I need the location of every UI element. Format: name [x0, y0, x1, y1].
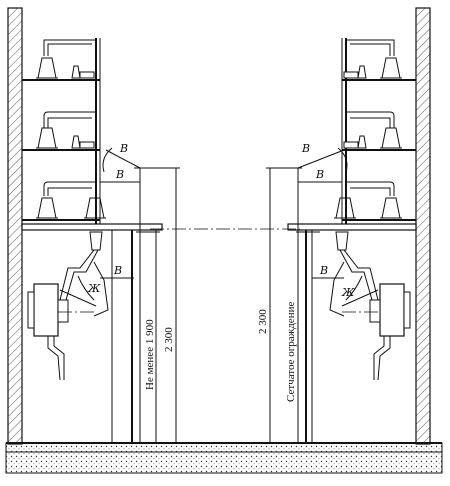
left-wall	[7, 7, 23, 445]
right-fence-lines	[266, 167, 320, 443]
dimension-2300-left: 2 300	[163, 327, 175, 352]
right-platform	[287, 223, 417, 231]
right-insulator-3	[334, 197, 402, 219]
dimension-2300-right: 2 300	[257, 309, 269, 334]
left-platform	[21, 223, 163, 231]
right-busbar-frame	[341, 38, 416, 224]
right-lower-apparatus	[329, 231, 411, 381]
clearance-arcs	[77, 147, 363, 301]
right-insulator-2	[343, 127, 402, 149]
clearance-label-left-low: В	[113, 264, 122, 277]
clearance-label-right-low: В	[319, 264, 328, 277]
clearance-label-left-g: Ж	[87, 282, 101, 295]
clearance-label-right-mid: В	[315, 168, 324, 181]
fence-label: Сетчатое ограждение	[285, 302, 297, 402]
clearance-label-left-mid: В	[115, 168, 124, 181]
left-insulator-2	[36, 127, 95, 149]
right-insulator-1	[343, 57, 402, 79]
left-fence-lines	[111, 167, 180, 443]
left-lower-apparatus	[27, 231, 109, 381]
left-insulator-3	[36, 197, 106, 219]
clearance-label-right-g: Ж	[341, 286, 355, 299]
dimension-min-1900: Не менее 1 900	[144, 319, 156, 390]
left-insulator-1	[36, 57, 95, 79]
right-wall	[415, 7, 431, 445]
clearance-label-right-top: В	[301, 142, 310, 155]
clearance-label-left-top: В	[119, 142, 128, 155]
floor-slab	[5, 442, 443, 474]
left-busbar-frame	[22, 38, 101, 224]
